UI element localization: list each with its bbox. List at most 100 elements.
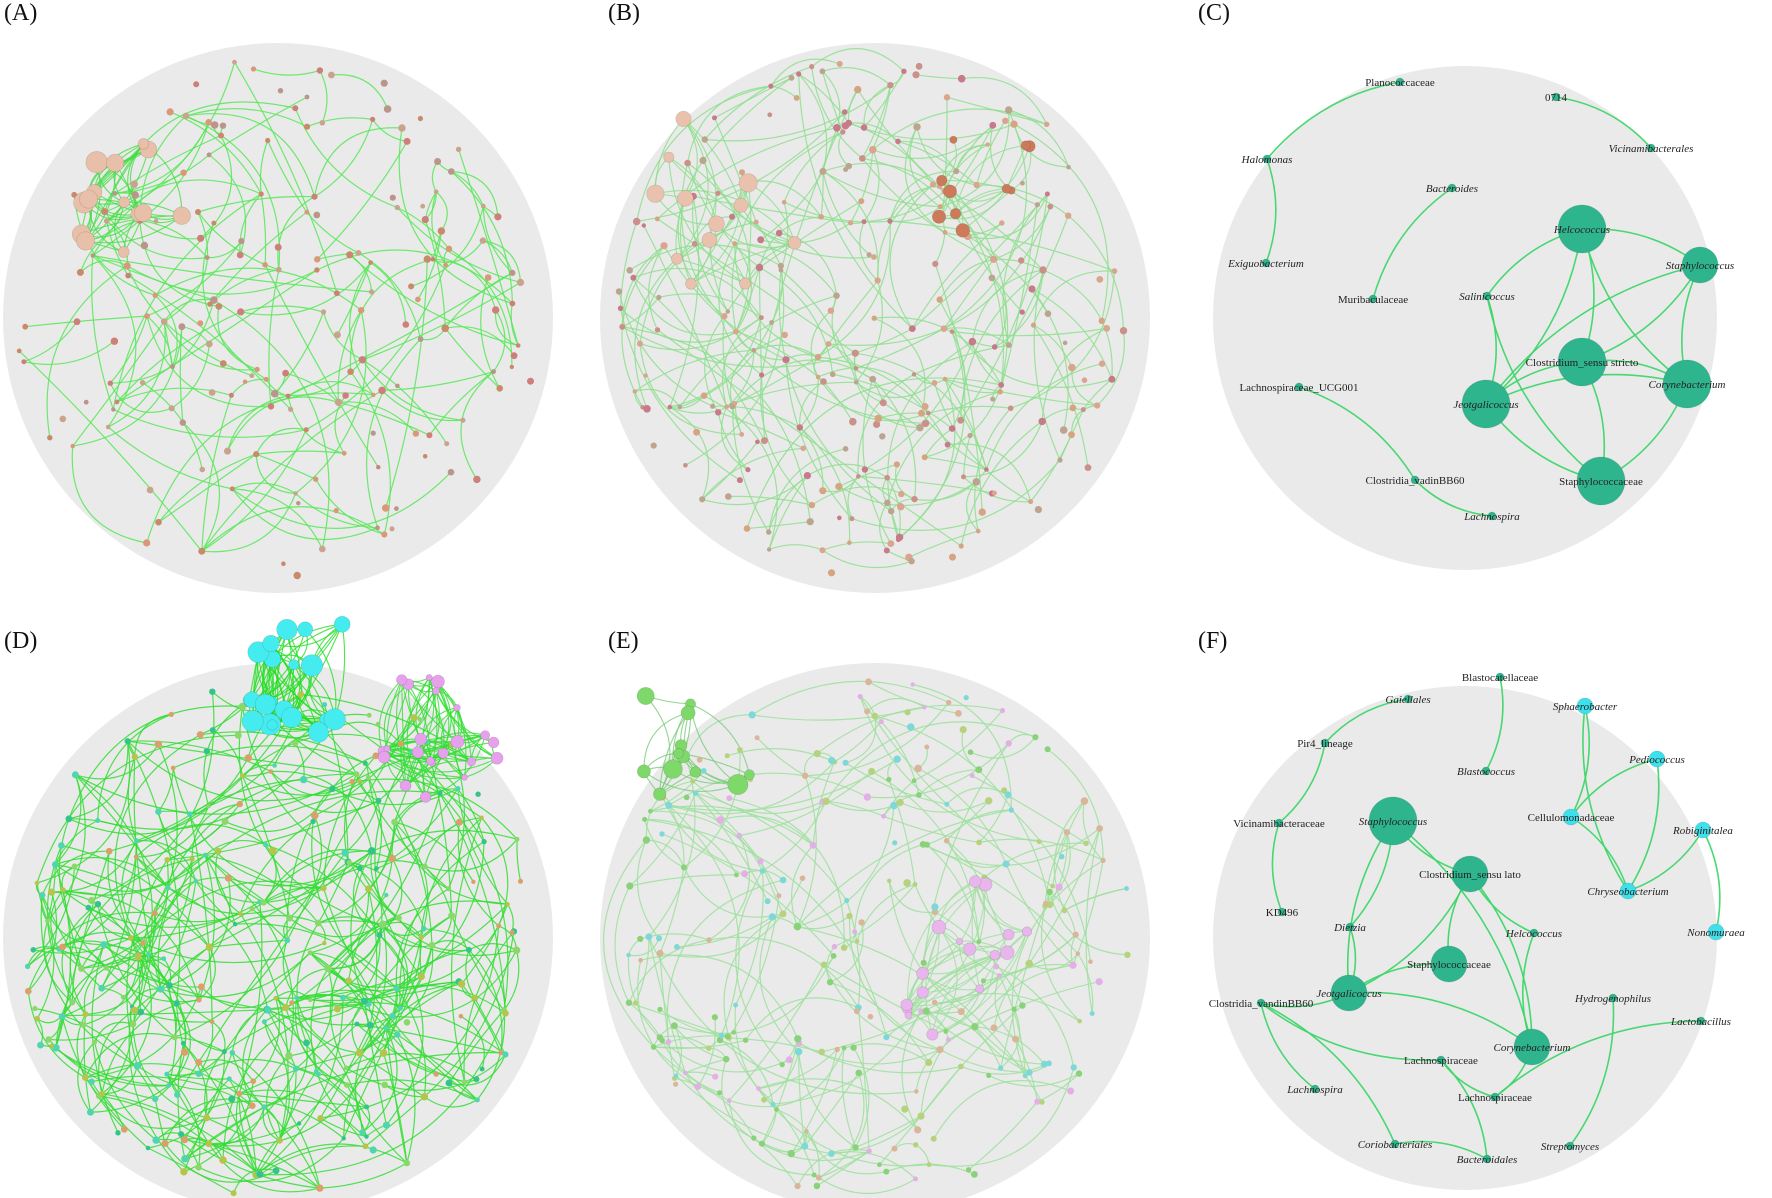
network-node bbox=[376, 465, 381, 470]
network-node bbox=[202, 852, 208, 858]
network-node bbox=[991, 344, 998, 350]
network-node bbox=[1108, 375, 1116, 383]
network-node bbox=[677, 190, 694, 207]
network-node bbox=[262, 634, 280, 653]
network-node bbox=[87, 1108, 94, 1116]
network-node bbox=[1044, 191, 1050, 197]
panel-label-a: (A) bbox=[4, 0, 38, 26]
network-node bbox=[358, 356, 367, 364]
network-node bbox=[403, 1019, 411, 1026]
network-node bbox=[943, 184, 957, 199]
network-node bbox=[871, 315, 877, 321]
network-node bbox=[139, 379, 146, 386]
network-node bbox=[973, 182, 980, 189]
network-node bbox=[384, 892, 389, 898]
panel-label-b: (B) bbox=[608, 0, 640, 26]
network-node bbox=[943, 838, 950, 844]
network-node bbox=[131, 753, 138, 760]
network-node bbox=[510, 352, 518, 360]
network-node bbox=[855, 1069, 863, 1077]
network-node bbox=[916, 792, 922, 798]
network-node bbox=[1330, 974, 1368, 1012]
network-node bbox=[256, 1170, 264, 1178]
network-node bbox=[420, 1093, 429, 1101]
network-node bbox=[88, 896, 96, 905]
network-node bbox=[206, 152, 212, 158]
network-node bbox=[731, 1030, 736, 1035]
network-node bbox=[874, 277, 881, 284]
network-node bbox=[195, 209, 201, 215]
network-node bbox=[299, 775, 308, 784]
network-node bbox=[461, 1079, 468, 1085]
network-node bbox=[820, 378, 827, 385]
network-node bbox=[101, 208, 109, 216]
network-node bbox=[955, 937, 964, 945]
network-node bbox=[455, 818, 463, 826]
network-node bbox=[851, 349, 859, 357]
network-node bbox=[79, 189, 98, 209]
network-node bbox=[948, 425, 956, 432]
network-node bbox=[364, 1134, 369, 1139]
network-node bbox=[1069, 961, 1077, 969]
network-node bbox=[887, 82, 894, 89]
network-node bbox=[382, 1121, 390, 1129]
node-label: Helcococcus bbox=[1553, 224, 1610, 236]
network-node bbox=[425, 674, 433, 682]
network-node bbox=[967, 432, 973, 439]
network-node bbox=[242, 379, 248, 385]
network-node bbox=[275, 266, 282, 273]
node-label: Lachnospira bbox=[1463, 511, 1520, 523]
network-node bbox=[250, 1078, 256, 1084]
network-node bbox=[152, 1136, 160, 1144]
network-node bbox=[161, 1139, 169, 1148]
network-node bbox=[180, 1048, 189, 1056]
network-node bbox=[490, 751, 504, 765]
network-node bbox=[659, 831, 665, 837]
network-node bbox=[1096, 825, 1103, 832]
network-node bbox=[349, 778, 355, 785]
network-node bbox=[461, 773, 468, 781]
network-node bbox=[105, 424, 111, 430]
network-node bbox=[155, 808, 162, 815]
network-node bbox=[82, 1074, 89, 1081]
network-node bbox=[972, 478, 981, 486]
network-node bbox=[895, 138, 901, 145]
network-node bbox=[394, 506, 399, 511]
network-node bbox=[815, 374, 821, 380]
network-node bbox=[16, 348, 22, 354]
network-node bbox=[1576, 456, 1626, 506]
node-label: Lachnospira bbox=[1286, 1084, 1343, 1096]
network-node bbox=[967, 749, 974, 755]
network-node bbox=[99, 1090, 105, 1097]
network-node bbox=[1026, 1069, 1033, 1076]
network-node bbox=[754, 735, 760, 741]
network-node bbox=[913, 1176, 918, 1182]
network-node bbox=[307, 950, 313, 956]
network-node bbox=[268, 847, 277, 855]
network-node bbox=[988, 274, 996, 282]
network-node bbox=[1294, 382, 1304, 392]
network-node bbox=[642, 836, 651, 844]
network-node bbox=[244, 754, 252, 762]
network-node bbox=[949, 208, 962, 220]
network-node bbox=[509, 364, 514, 370]
network-node bbox=[481, 839, 487, 845]
network-node bbox=[323, 708, 346, 731]
node-label: Robiginitalea bbox=[1672, 825, 1733, 837]
network-node bbox=[911, 778, 917, 784]
network-node bbox=[1011, 1006, 1017, 1012]
node-label: Corynebacterium bbox=[1494, 1042, 1571, 1054]
network-node bbox=[71, 863, 78, 870]
network-node bbox=[30, 947, 37, 953]
network-node bbox=[1461, 379, 1511, 429]
network-node bbox=[153, 218, 159, 224]
network-node bbox=[630, 274, 637, 281]
network-node bbox=[883, 547, 890, 554]
network-node bbox=[1039, 1099, 1045, 1105]
network-node bbox=[219, 122, 227, 129]
network-node bbox=[626, 952, 631, 958]
network-node bbox=[809, 841, 817, 849]
network-node bbox=[415, 296, 421, 303]
network-node bbox=[381, 504, 390, 512]
network-node bbox=[362, 1143, 369, 1150]
